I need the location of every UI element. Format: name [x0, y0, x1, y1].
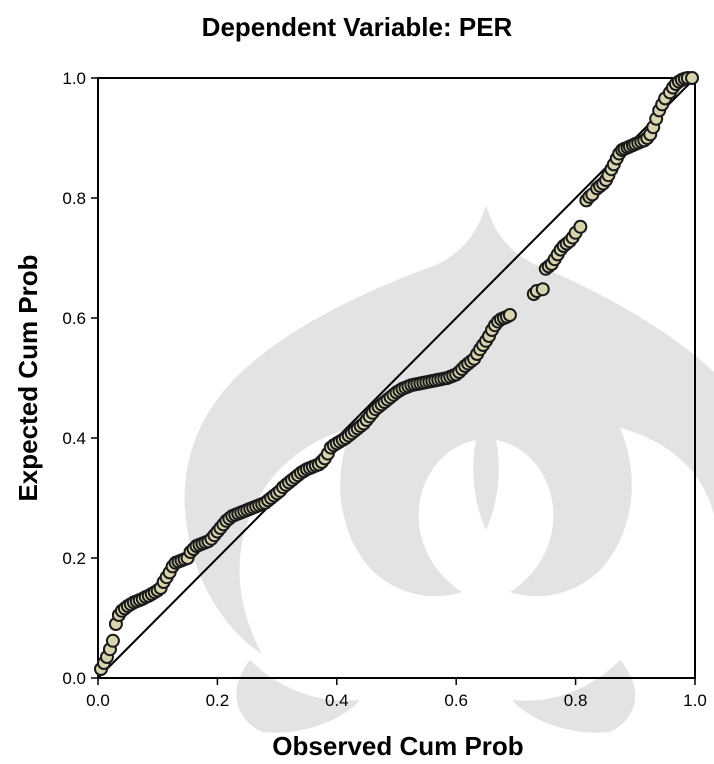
chart-title: Dependent Variable: PER — [202, 12, 513, 42]
watermark-emblem — [184, 205, 714, 733]
x-tick-label: 0.4 — [325, 691, 349, 710]
y-tick-label: 1.0 — [62, 69, 86, 88]
y-tick-label: 0.8 — [62, 189, 86, 208]
data-point — [105, 633, 120, 648]
plot-frame — [97, 77, 696, 679]
y-axis-label: Expected Cum Prob — [13, 254, 43, 501]
x-tick-label: 0.8 — [564, 691, 588, 710]
data-point — [535, 282, 550, 297]
data-points — [93, 71, 700, 676]
axis-ticks: 0.0 0.2 0.4 0.6 0.8 1.0 0.0 0.2 0.4 0.6 0.8 1.0 — [62, 69, 706, 710]
y-tick-label: 0.6 — [62, 309, 86, 328]
data-point — [502, 308, 517, 322]
reference-line — [97, 77, 696, 679]
data-point — [573, 219, 588, 234]
y-tick-label: 0.0 — [62, 669, 86, 688]
x-tick-label: 0.2 — [206, 691, 230, 710]
y-tick-label: 0.2 — [62, 549, 86, 568]
x-axis-label: Observed Cum Prob — [272, 731, 523, 761]
x-tick-label: 0.0 — [86, 691, 110, 710]
data-point — [685, 71, 700, 85]
y-tick-label: 0.4 — [62, 429, 86, 448]
x-tick-label: 1.0 — [683, 691, 707, 710]
x-tick-label: 0.6 — [444, 691, 468, 710]
